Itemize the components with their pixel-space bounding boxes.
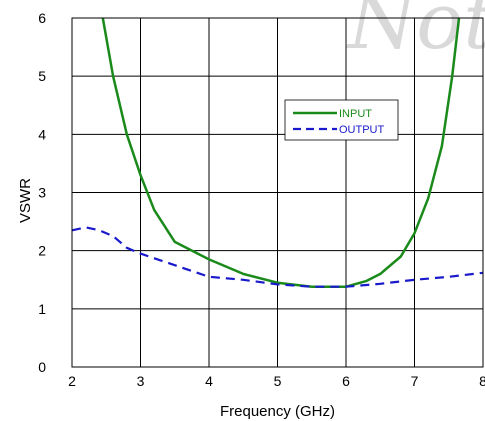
x-tick-labels: 2 3 4 5 6 7 8 [68, 373, 485, 389]
x-axis-label: Frequency (GHz) [220, 403, 335, 420]
legend-box [284, 99, 399, 141]
series-layer [71, 17, 484, 288]
y-tick-label: 3 [38, 185, 46, 201]
y-tick-label: 1 [38, 301, 46, 317]
y-tick-label: 6 [38, 10, 46, 26]
y-tick-label: 4 [38, 126, 46, 142]
grid [71, 17, 484, 368]
y-tick-label: 0 [38, 359, 46, 375]
x-tick-label: 2 [68, 373, 76, 389]
x-tick-label: 3 [137, 373, 145, 389]
y-axis-label: VSWR [17, 178, 34, 223]
series-line-output [71, 226, 484, 288]
x-tick-label: 8 [479, 373, 485, 389]
x-tick-label: 6 [342, 373, 350, 389]
legend: INPUT OUTPUT [284, 99, 399, 141]
y-tick-label: 2 [38, 243, 46, 259]
legend-label-output: OUTPUT [339, 124, 385, 136]
x-tick-label: 5 [274, 373, 282, 389]
legend-label-input: INPUT [339, 108, 372, 120]
x-tick-label: 4 [205, 373, 213, 389]
plot-frame [71, 17, 484, 368]
y-tick-label: 5 [38, 68, 46, 84]
y-tick-labels: 0 1 2 3 4 5 6 [38, 10, 46, 375]
watermark: Not [346, 0, 485, 67]
series-line-input [101, 17, 461, 288]
x-tick-label: 7 [411, 373, 419, 389]
